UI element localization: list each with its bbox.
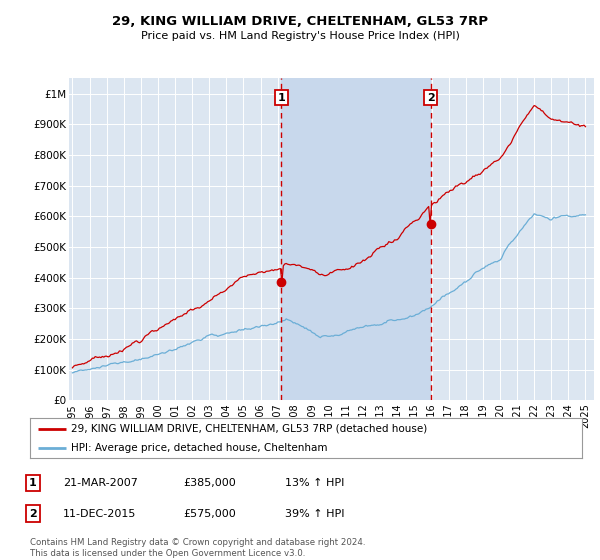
Text: 13% ↑ HPI: 13% ↑ HPI	[285, 478, 344, 488]
Text: £575,000: £575,000	[183, 508, 236, 519]
Text: Price paid vs. HM Land Registry's House Price Index (HPI): Price paid vs. HM Land Registry's House …	[140, 31, 460, 41]
Text: HPI: Average price, detached house, Cheltenham: HPI: Average price, detached house, Chel…	[71, 443, 328, 453]
Text: 1: 1	[29, 478, 37, 488]
Text: 29, KING WILLIAM DRIVE, CHELTENHAM, GL53 7RP (detached house): 29, KING WILLIAM DRIVE, CHELTENHAM, GL53…	[71, 424, 428, 433]
Text: 1: 1	[278, 93, 285, 103]
Text: Contains HM Land Registry data © Crown copyright and database right 2024.
This d: Contains HM Land Registry data © Crown c…	[30, 538, 365, 558]
Text: 11-DEC-2015: 11-DEC-2015	[63, 508, 136, 519]
Text: 2: 2	[29, 508, 37, 519]
Text: 39% ↑ HPI: 39% ↑ HPI	[285, 508, 344, 519]
Text: £385,000: £385,000	[183, 478, 236, 488]
Text: 2: 2	[427, 93, 434, 103]
Bar	[281, 78, 431, 400]
Text: 21-MAR-2007: 21-MAR-2007	[63, 478, 138, 488]
Text: 29, KING WILLIAM DRIVE, CHELTENHAM, GL53 7RP: 29, KING WILLIAM DRIVE, CHELTENHAM, GL53…	[112, 15, 488, 27]
